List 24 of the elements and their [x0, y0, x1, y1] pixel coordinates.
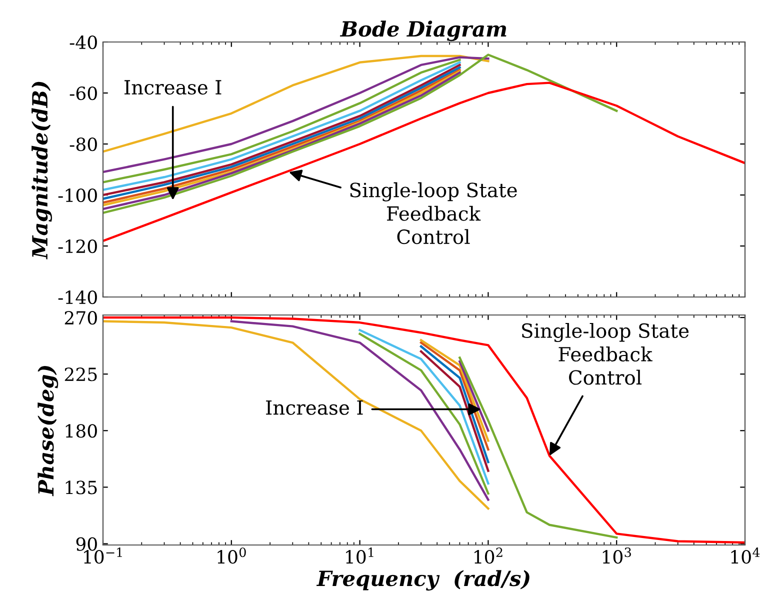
y-tick-label: -60	[70, 86, 97, 100]
x-tick-label: 10$^{0}$	[218, 548, 246, 564]
x-axis-title: Frequency (rad/s)	[316, 570, 530, 591]
y-tick-label: 180	[66, 424, 97, 438]
y-tick-label: 90	[76, 537, 97, 551]
y-tick-label: -100	[58, 188, 97, 202]
y-axis-title: Magnitude(dB)	[32, 82, 52, 260]
chart-title: Bode Diagram	[340, 20, 506, 42]
annotation: Increase I	[124, 80, 222, 95]
y-tick-label: 135	[66, 480, 97, 494]
x-tick-label: 10$^{1}$	[346, 548, 374, 564]
y-tick-label: 225	[64, 368, 97, 382]
y-tick-label: -80	[70, 137, 97, 152]
x-tick-label: 10$^{4}$	[731, 548, 760, 564]
x-tick-label: 10$^{2}$	[474, 548, 502, 564]
y-tick-label: -120	[58, 239, 97, 254]
y-tick-label: -140	[58, 290, 97, 304]
annotation: Single-loop State Feedback Control	[350, 182, 517, 244]
x-tick-label: 10$^{3}$	[602, 548, 631, 564]
y-axis-title: Phase(deg)	[38, 366, 58, 496]
y-tick-label: 270	[64, 310, 97, 325]
y-tick-label: -40	[70, 35, 97, 50]
annotation: Increase I	[266, 400, 363, 415]
annotation: Single-loop State Feedback Control	[522, 322, 689, 385]
